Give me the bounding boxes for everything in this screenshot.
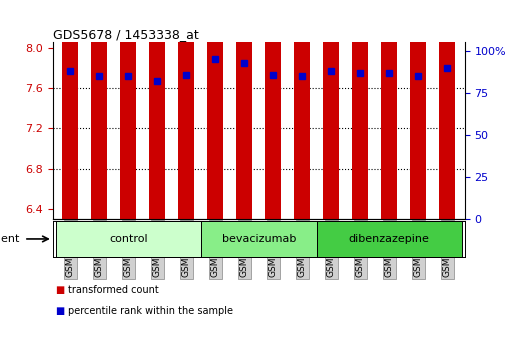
Text: bevacizumab: bevacizumab: [222, 234, 296, 244]
Text: ■: ■: [55, 285, 65, 295]
Bar: [294, 0, 310, 219]
Bar: [410, 0, 426, 219]
Bar: [120, 0, 136, 219]
Text: ■: ■: [55, 306, 65, 316]
Text: dibenzazepine: dibenzazepine: [349, 234, 430, 244]
Text: control: control: [109, 234, 147, 244]
Text: GDS5678 / 1453338_at: GDS5678 / 1453338_at: [53, 28, 199, 41]
Text: transformed count: transformed count: [68, 285, 158, 295]
Bar: [178, 0, 194, 219]
Bar: [323, 0, 339, 219]
Bar: [352, 0, 368, 219]
Bar: [381, 0, 397, 219]
Bar: [265, 0, 281, 219]
Bar: [201, 221, 317, 257]
Bar: [91, 0, 107, 219]
Text: agent: agent: [0, 234, 20, 244]
Bar: [62, 0, 78, 219]
Bar: [236, 0, 252, 219]
Bar: [149, 0, 165, 219]
Bar: [55, 221, 201, 257]
Bar: [317, 221, 462, 257]
Bar: [207, 0, 223, 219]
Bar: [439, 0, 455, 219]
Text: percentile rank within the sample: percentile rank within the sample: [68, 306, 232, 316]
